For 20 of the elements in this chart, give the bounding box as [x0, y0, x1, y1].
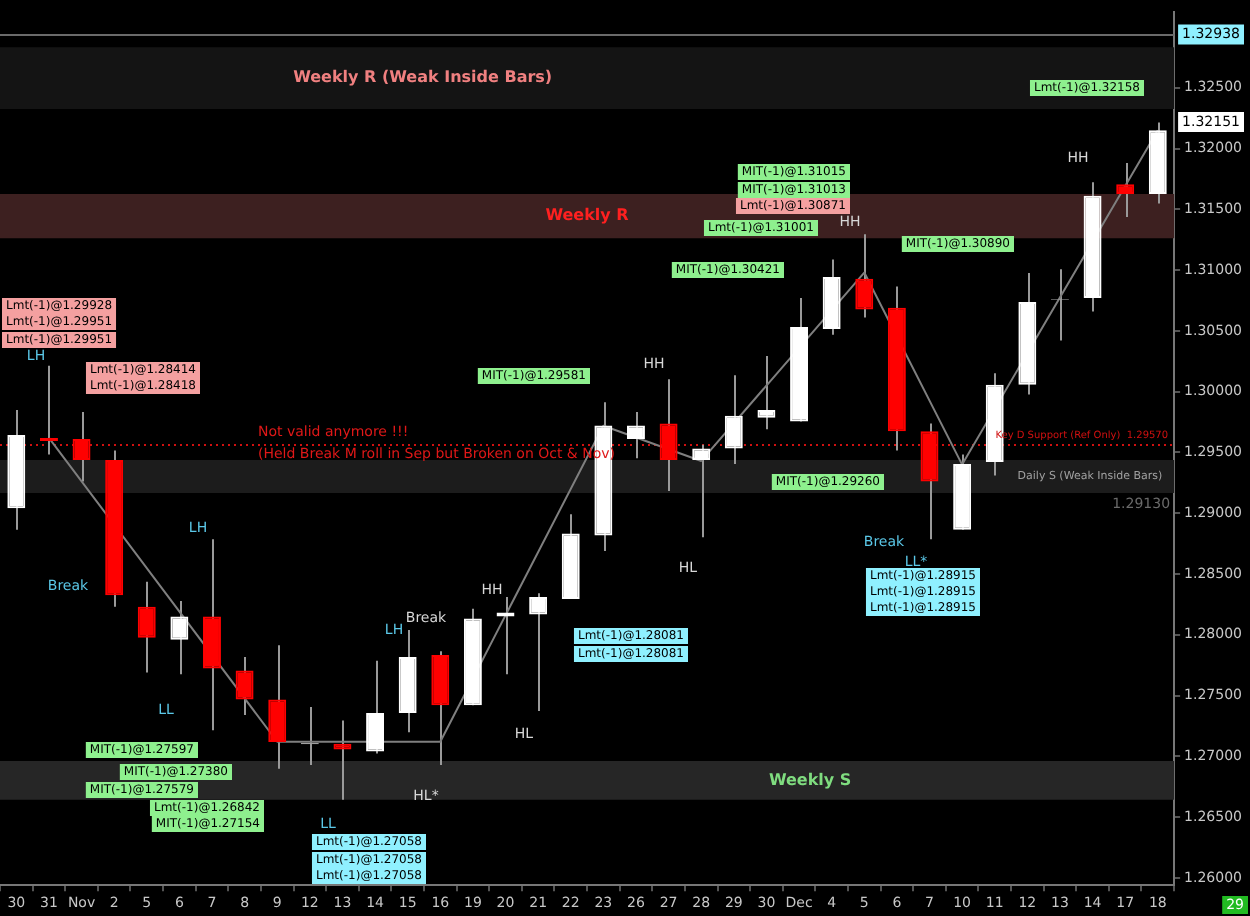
candlestick [920, 422, 939, 541]
candlestick [268, 644, 287, 770]
candlestick [692, 443, 711, 539]
band-label: Weekly S [768, 770, 852, 789]
band-label: Weekly R (Weak Inside Bars) [293, 68, 553, 87]
candlestick [529, 592, 548, 713]
candlestick [72, 410, 91, 483]
candlestick [137, 580, 156, 674]
candlestick [757, 354, 776, 431]
candlestick [366, 659, 385, 755]
band-label: Weekly R [545, 206, 629, 225]
candlestick [170, 599, 189, 676]
candlestick [431, 650, 450, 766]
candlestick [333, 719, 352, 801]
candlestick [627, 410, 645, 460]
candlestick [1116, 162, 1135, 218]
candlestick [855, 233, 874, 319]
candlestick [659, 378, 678, 492]
candlestick [724, 374, 743, 465]
candlestick [39, 364, 58, 456]
